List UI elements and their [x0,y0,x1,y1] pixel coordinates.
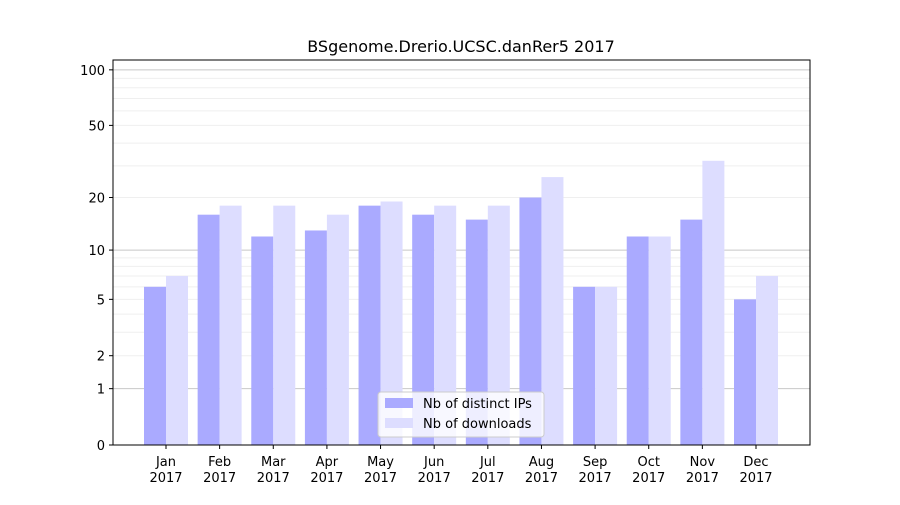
bar-ips [519,197,542,445]
axes-frame [112,59,811,446]
bar-downloads [166,275,188,445]
x-tick-label: May 2017 [364,455,397,486]
x-tick-label: Dec 2017 [739,455,772,486]
x-tick-label-line: Nov [690,455,716,470]
bar-downloads [541,177,564,445]
x-tick-label-line: Jul [479,455,496,470]
y-tick-label: 5 [97,293,105,308]
bar-ips [144,286,166,445]
x-tick-label-line: Feb [208,455,231,470]
x-tick-label: Jan 2017 [149,455,182,486]
y-tick-label: 20 [88,192,105,207]
x-tick-label-line: 2017 [149,471,182,486]
bar-downloads [487,205,510,445]
y-tick-label: 100 [80,64,105,79]
x-tick-label-line: 2017 [632,471,665,486]
chart-title: BSgenome.Drerio.UCSC.danRer5 2017 [307,37,615,56]
bar-downloads [219,205,242,445]
legend-swatch [385,418,413,428]
bar-downloads [702,160,725,445]
x-tick-label-line: 2017 [686,471,719,486]
x-tick-label: Nov 2017 [686,455,719,486]
x-tick-label: Jul 2017 [471,455,504,486]
x-tick-label-line: 2017 [310,471,343,486]
bar-downloads [756,275,778,445]
x-tick-label-line: 2017 [364,471,397,486]
x-tick-label: Apr 2017 [310,455,343,486]
x-tick-label-line: 2017 [579,471,612,486]
y-tick-label: 0 [97,439,105,454]
y-tick-label: 50 [88,119,105,134]
legend-label: Nb of downloads [423,417,532,432]
x-tick-label-line: Oct [637,455,659,470]
x-tick-label: Mar 2017 [257,455,290,486]
legend-box [377,391,545,438]
bar-downloads [273,205,296,445]
bar-downloads [434,205,457,445]
bar-ips [412,214,435,445]
bar-ips [251,236,274,445]
x-tick-label-line: Apr [316,455,339,470]
x-tick-label: Sep 2017 [579,455,612,486]
legend-swatch [385,398,413,408]
x-tick-label-line: 2017 [525,471,558,486]
bar-downloads [380,201,403,445]
x-tick-label-line: Mar [261,455,286,470]
y-tick-label: 10 [88,244,105,259]
x-tick-label: Jun 2017 [418,455,451,486]
bar-ips [680,219,703,445]
bar-ips [465,219,488,445]
x-tick-label-line: 2017 [471,471,504,486]
x-tick-label-line: 2017 [739,471,772,486]
x-tick-label-line: Jun [423,455,444,470]
y-tick-label: 2 [97,350,105,365]
x-tick-label-line: 2017 [418,471,451,486]
bar-downloads [326,214,349,445]
x-tick-label-line: Jan [155,455,176,470]
x-tick-label: Aug 2017 [525,455,558,486]
x-tick-label-line: Sep [583,455,608,470]
bar-ips [304,230,327,445]
legend: Nb of distinct IPs Nb of downloads [377,391,545,438]
bar-ips [358,205,381,445]
x-tick-label-line: 2017 [257,471,290,486]
bar-ips [197,214,220,445]
bar-downloads [648,236,671,445]
y-tick-label: 1 [97,383,105,398]
x-tick-label: Feb 2017 [203,455,236,486]
x-tick-label-line: Dec [743,455,768,470]
bar-ips [626,236,649,445]
x-tick-label-line: Aug [529,455,554,470]
x-tick-label-line: May [367,455,394,470]
bar-downloads [595,286,618,445]
legend-label: Nb of distinct IPs [423,397,532,412]
bar-ips [734,299,756,445]
bar-ips [573,286,596,445]
x-tick-label: Oct 2017 [632,455,665,486]
x-tick-label-line: 2017 [203,471,236,486]
